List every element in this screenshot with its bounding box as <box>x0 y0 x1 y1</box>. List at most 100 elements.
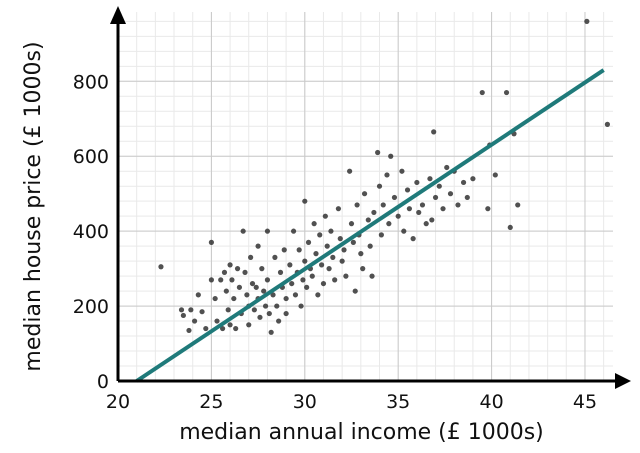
data-point <box>361 191 368 197</box>
data-point <box>358 251 364 257</box>
data-point <box>309 273 315 279</box>
y-tick-labels: 0 200 400 600 800 <box>73 71 109 393</box>
data-point <box>283 295 289 302</box>
data-point <box>266 310 272 317</box>
data-point <box>367 243 373 249</box>
data-point <box>257 314 263 320</box>
data-point <box>337 236 343 242</box>
data-point <box>414 179 420 186</box>
data-point <box>436 183 442 189</box>
data-point <box>376 183 383 189</box>
y-tick-label: 800 <box>73 71 109 93</box>
data-point <box>470 176 476 182</box>
data-point <box>324 243 330 249</box>
data-point <box>178 307 185 313</box>
data-point <box>234 266 241 272</box>
data-point <box>604 121 610 127</box>
data-point <box>388 153 394 159</box>
data-point <box>332 277 338 283</box>
data-point <box>221 269 228 275</box>
data-point <box>227 322 233 328</box>
y-axis-title: median house price (£ 1000s) <box>21 41 46 371</box>
data-point <box>274 303 280 309</box>
y-tick-label: 400 <box>73 221 109 243</box>
data-point <box>341 247 347 253</box>
data-point <box>289 280 295 287</box>
data-point <box>305 239 312 245</box>
data-point <box>186 327 192 334</box>
data-point <box>195 292 201 298</box>
data-point <box>386 221 392 227</box>
data-point <box>503 89 510 96</box>
data-point <box>399 168 405 174</box>
data-point <box>360 266 366 272</box>
x-tick-label: 20 <box>106 391 130 413</box>
x-tick-label: 35 <box>386 391 410 413</box>
data-point <box>440 206 446 212</box>
data-point <box>339 258 345 264</box>
y-axis-arrowhead <box>110 6 126 24</box>
data-point <box>242 269 248 275</box>
data-point <box>347 168 353 174</box>
data-point <box>283 310 289 317</box>
x-tick-label: 45 <box>573 391 597 413</box>
data-point <box>191 318 198 324</box>
x-tick-label: 30 <box>293 391 317 413</box>
data-point <box>302 258 308 264</box>
data-point <box>296 247 302 253</box>
data-point <box>304 284 310 290</box>
trend-line <box>135 68 605 383</box>
data-point <box>375 149 381 156</box>
data-point <box>315 292 321 298</box>
data-point <box>180 312 186 319</box>
data-point <box>429 217 435 223</box>
y-tick-label: 600 <box>73 146 109 168</box>
data-point <box>419 202 426 208</box>
data-point <box>229 277 235 283</box>
data-point <box>492 172 498 178</box>
data-point <box>350 239 356 245</box>
x-tick-label: 40 <box>479 391 503 413</box>
data-point <box>268 329 274 335</box>
data-point <box>319 262 325 268</box>
data-point <box>423 221 429 227</box>
data-point <box>223 288 229 294</box>
data-point <box>208 277 214 283</box>
data-point <box>431 129 437 135</box>
data-point <box>343 273 349 279</box>
data-point <box>264 228 271 234</box>
data-point <box>380 202 386 208</box>
data-point <box>369 273 375 279</box>
data-point <box>371 209 377 216</box>
data-point <box>249 280 256 287</box>
data-point <box>233 325 239 332</box>
data-point <box>455 202 461 208</box>
data-point <box>328 228 334 234</box>
data-point <box>401 228 407 234</box>
data-point <box>464 194 470 201</box>
data-point <box>348 221 355 227</box>
data-point <box>214 318 220 324</box>
data-point <box>378 232 384 238</box>
data-point <box>311 221 317 227</box>
data-point <box>322 213 328 219</box>
data-point <box>302 198 308 204</box>
data-point <box>255 243 261 249</box>
data-point <box>485 206 491 212</box>
data-point <box>203 325 209 332</box>
data-point <box>240 228 246 234</box>
data-point <box>447 191 454 197</box>
data-point <box>158 264 164 270</box>
data-point <box>188 307 194 313</box>
data-point <box>218 277 224 283</box>
data-point <box>270 292 276 298</box>
data-point <box>326 266 332 272</box>
data-point <box>395 213 401 219</box>
minor-gridlines <box>118 12 613 381</box>
data-point <box>300 277 306 283</box>
data-point <box>515 202 521 208</box>
data-point <box>479 89 485 96</box>
data-point <box>272 254 278 260</box>
data-point <box>251 307 257 313</box>
data-point <box>225 307 231 313</box>
